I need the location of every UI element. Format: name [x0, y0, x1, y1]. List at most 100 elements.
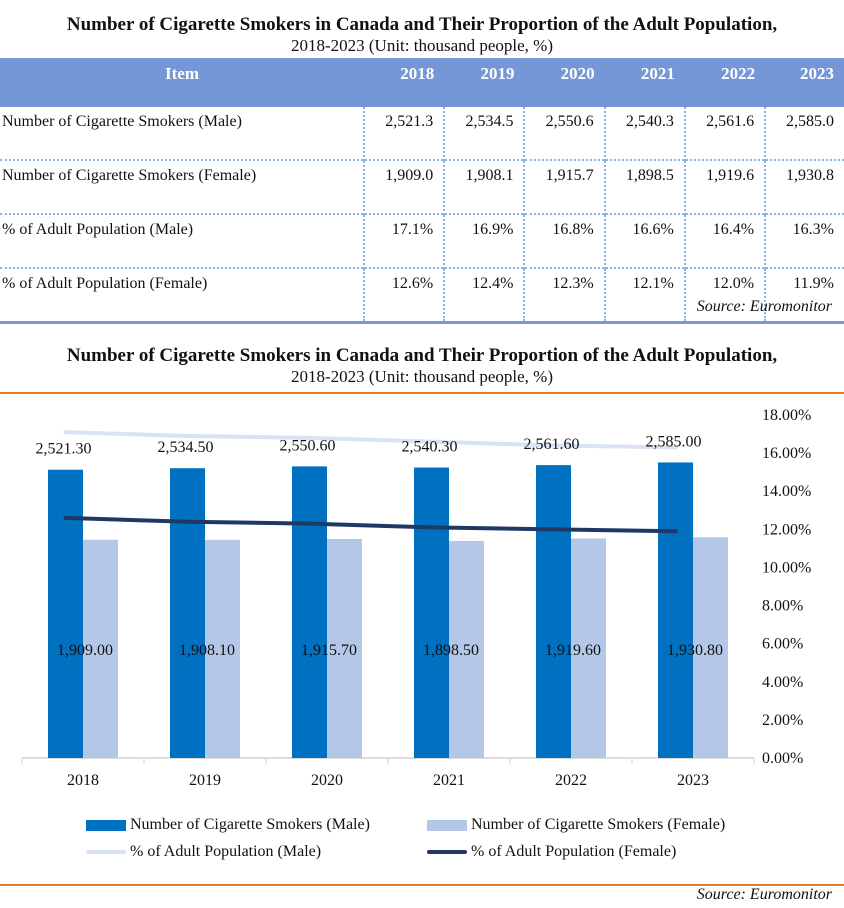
cell: 2,534.5 [443, 107, 525, 160]
table-title: Number of Cigarette Smokers in Canada an… [0, 14, 844, 56]
data-label-female-smokers: 1,898.50 [423, 642, 479, 659]
header-year: 2020 [524, 58, 605, 107]
y2-tick-label: 8.00% [762, 598, 803, 615]
y2-tick-label: 10.00% [762, 559, 811, 576]
cell: 1,930.8 [764, 159, 844, 214]
bar-male-smokers [658, 462, 693, 758]
header-year: 2023 [765, 58, 844, 107]
bar-male-smokers [170, 468, 205, 758]
chart-source: Source: Euromonitor [696, 886, 832, 903]
legend-label: % of Adult Population (Female) [471, 843, 677, 860]
chart-title-main: Number of Cigarette Smokers in Canada an… [66, 345, 778, 366]
x-tick-label: 2018 [67, 772, 99, 789]
legend-label: Number of Cigarette Smokers (Male) [130, 816, 370, 833]
x-tick-label: 2019 [189, 772, 221, 789]
bar-female-smokers [449, 540, 484, 758]
row-label: % of Adult Population (Female) [0, 267, 364, 324]
data-label-male-smokers: 2,585.00 [646, 433, 702, 450]
cell: 1,919.6 [683, 159, 766, 214]
bar-female-smokers [693, 537, 728, 758]
table-row: % of Adult Population (Female) 12.6% 12.… [0, 267, 844, 324]
x-tick-label: 2023 [677, 772, 709, 789]
line-male-pct [63, 430, 678, 450]
cell: 12.0% [683, 267, 766, 324]
cell: 16.4% [683, 213, 766, 268]
row-label: Number of Cigarette Smokers (Female) [0, 159, 364, 214]
row-label: Number of Cigarette Smokers (Male) [2, 113, 242, 130]
bar-female-smokers [571, 538, 606, 758]
data-label-male-smokers: 2,534.50 [158, 439, 214, 456]
cell: 1,908.1 [443, 159, 525, 214]
cell: 12.6% [362, 267, 445, 324]
x-tick-label: 2020 [311, 772, 343, 789]
cell: 2,561.6 [683, 107, 766, 160]
cell: 2,540.3 [603, 107, 685, 160]
legend-item-female-smokers: Number of Cigarette Smokers (Female) [427, 816, 725, 834]
chart-title: Number of Cigarette Smokers in Canada an… [0, 345, 844, 387]
cell: 16.3% [764, 213, 844, 268]
data-label-female-smokers: 1,919.60 [545, 642, 601, 659]
chart-title-sub: 2018-2023 (Unit: thousand people, %) [290, 367, 554, 386]
legend-label: Number of Cigarette Smokers (Female) [471, 816, 726, 833]
data-label-male-smokers: 2,550.60 [280, 437, 336, 454]
chart-area [0, 392, 844, 886]
y2-tick-label: 6.00% [762, 636, 803, 653]
legend-swatch-female-smokers [427, 819, 467, 831]
table-row: % of Adult Population (Male) 17.1% 16.9%… [0, 213, 844, 268]
cell: 1,909.0 [362, 159, 445, 214]
cell: 1,915.7 [523, 159, 605, 214]
cell: 12.1% [603, 267, 685, 324]
y2-tick-label: 0.00% [762, 750, 803, 767]
row-label: % of Adult Population (Male) [0, 213, 364, 268]
cell: 2,521.3 [362, 107, 445, 160]
cell: 11.9% [764, 267, 844, 324]
legend-line-male-pct [86, 850, 126, 854]
bar-female-smokers [327, 538, 362, 758]
cell: 12.4% [443, 267, 525, 324]
legend-swatch-male-smokers [86, 819, 126, 831]
y2-tick-label: 18.00% [762, 407, 811, 424]
cell: 17.1% [362, 213, 445, 268]
x-tick-label: 2021 [433, 772, 465, 789]
bar-male-smokers [536, 465, 571, 758]
data-label-male-smokers: 2,540.30 [402, 439, 458, 456]
bar-male-smokers [414, 467, 449, 758]
y2-tick-label: 2.00% [762, 712, 803, 729]
table-header-row: Item 2018 2019 2020 2021 2022 2023 [0, 58, 844, 107]
y2-tick-label: 14.00% [762, 483, 811, 500]
header-year: 2022 [684, 58, 766, 107]
cell: 2,550.6 [523, 107, 605, 160]
bar-male-smokers [48, 469, 83, 758]
legend-item-male-pct: % of Adult Population (Male) [86, 843, 321, 861]
cell: 16.8% [523, 213, 605, 268]
y2-tick-label: 4.00% [762, 674, 803, 691]
table-title-sub: 2018-2023 (Unit: thousand people, %) [290, 36, 554, 55]
cell: 1,898.5 [603, 159, 685, 214]
header-year: 2019 [444, 58, 525, 107]
bar-female-smokers [205, 539, 240, 758]
table-source: Source: Euromonitor [696, 298, 832, 315]
data-label-female-smokers: 1,915.70 [301, 642, 357, 659]
table-title-main: Number of Cigarette Smokers in Canada an… [66, 14, 778, 35]
cell: 16.6% [603, 213, 685, 268]
y2-tick-label: 16.00% [762, 445, 811, 462]
y2-tick-label: 12.00% [762, 521, 811, 538]
data-label-female-smokers: 1,908.10 [179, 642, 235, 659]
header-item: Item [0, 58, 364, 107]
cell: 2,585.0 [764, 107, 844, 160]
cell: 12.3% [523, 267, 605, 324]
header-year: 2021 [604, 58, 685, 107]
line-female-pct [63, 515, 678, 534]
x-tick-label: 2022 [555, 772, 587, 789]
data-label-male-smokers: 2,561.60 [524, 436, 580, 453]
legend-label: % of Adult Population (Male) [130, 843, 322, 860]
legend-line-female-pct [427, 850, 467, 854]
legend-item-male-smokers: Number of Cigarette Smokers (Male) [86, 816, 370, 834]
data-label-male-smokers: 2,521.30 [36, 441, 92, 458]
data-label-female-smokers: 1,909.00 [57, 642, 113, 659]
cell: 16.9% [443, 213, 525, 268]
bar-female-smokers [83, 539, 118, 758]
header-year: 2018 [364, 58, 445, 107]
data-table: Item 2018 2019 2020 2021 2022 2023 Numbe… [0, 58, 844, 324]
